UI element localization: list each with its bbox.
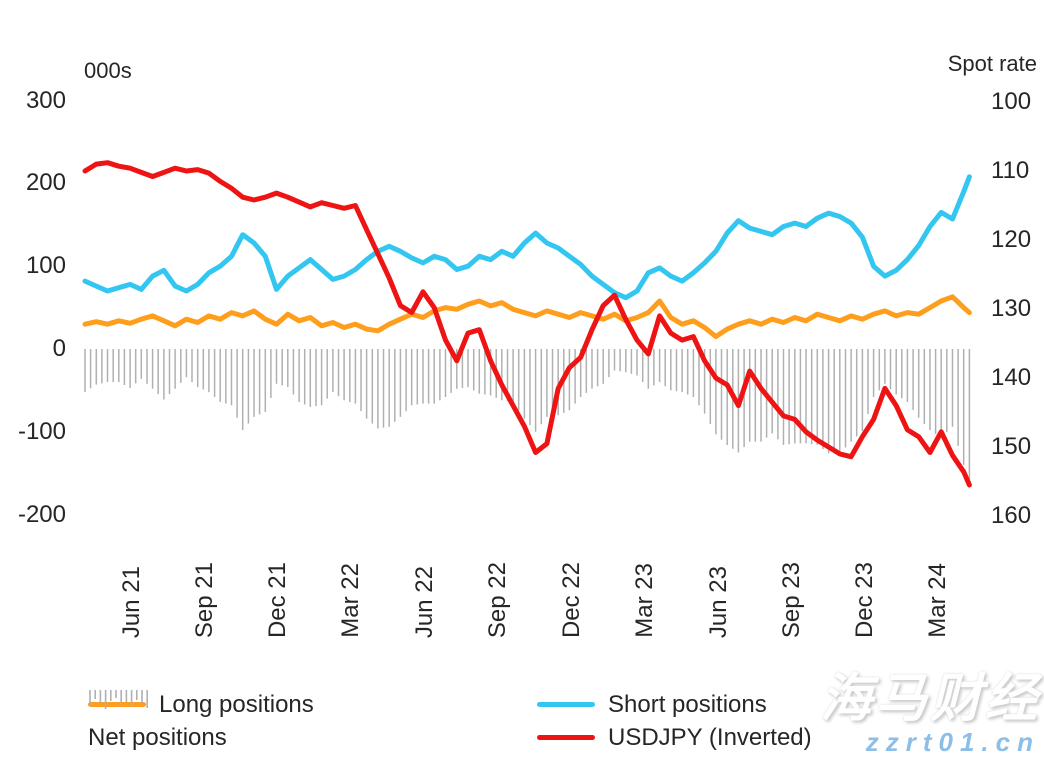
right-axis-tick-label: 100 (991, 88, 1032, 115)
x-axis-tick-label: Dec 23 (851, 561, 878, 638)
x-axis-tick-label: Mar 23 (631, 563, 658, 638)
x-axis-tick-label: Jun 23 (705, 565, 732, 638)
x-axis-tick-label: Dec 22 (558, 561, 585, 638)
short-positions-swatch (537, 702, 595, 707)
usdjpy-inverted-line (82, 160, 972, 488)
legend-label-net-positions: Net positions (88, 723, 227, 751)
right-axis-tick-label: 150 (991, 433, 1032, 460)
x-axis-tick-label: Jun 22 (411, 565, 438, 638)
right-axis-tick-label: 110 (991, 157, 1030, 184)
left-axis-title: 000s (84, 58, 132, 83)
right-axis-tick-label: 130 (991, 295, 1032, 322)
x-axis-tick-label: Sep 22 (484, 561, 511, 638)
right-axis-tick-label: 140 (991, 364, 1032, 391)
legend-label-short-positions: Short positions (608, 690, 767, 718)
net-positions-bars (84, 349, 971, 485)
left-axis-tick-label: 100 (25, 252, 66, 279)
legend-item-long-positions: Long positions (88, 688, 314, 721)
left-axis-tick-label: 200 (25, 169, 66, 196)
long-positions-line (82, 294, 972, 340)
legend-item-net-positions: Net positions (88, 690, 314, 754)
right-axis-title: Spot rate (947, 51, 1037, 76)
left-axis-tick-label: 0 (52, 335, 66, 362)
x-axis-tick-label: Mar 22 (337, 563, 364, 638)
legend-column-right: Short positions USDJPY (Inverted) (537, 688, 812, 754)
legend-item-usdjpy: USDJPY (Inverted) (537, 721, 812, 754)
legend-item-short-positions: Short positions (537, 688, 812, 721)
legend-label-usdjpy: USDJPY (Inverted) (608, 723, 812, 751)
short-positions-line (82, 174, 972, 301)
x-axis-tick-label: Sep 21 (191, 561, 218, 638)
long-positions-swatch (88, 702, 146, 707)
legend-label-long-positions: Long positions (159, 690, 314, 718)
left-axis-tick-label: -100 (17, 418, 66, 445)
x-axis-tick-label: Mar 24 (924, 563, 951, 638)
usdjpy-swatch (537, 735, 595, 740)
left-axis-tick-label: 300 (25, 87, 66, 114)
right-axis-tick-label: 120 (991, 226, 1032, 253)
x-axis-tick-label: Jun 21 (118, 565, 145, 638)
net-positions-bars-icon (89, 690, 149, 709)
left-axis-tick-label: -200 (17, 501, 66, 528)
legend-column-left: Long positions Net positions (88, 688, 314, 754)
right-axis-tick-label: 160 (991, 502, 1032, 529)
x-axis-tick-label: Dec 21 (264, 561, 291, 638)
x-axis-tick-label: Sep 23 (778, 561, 805, 638)
